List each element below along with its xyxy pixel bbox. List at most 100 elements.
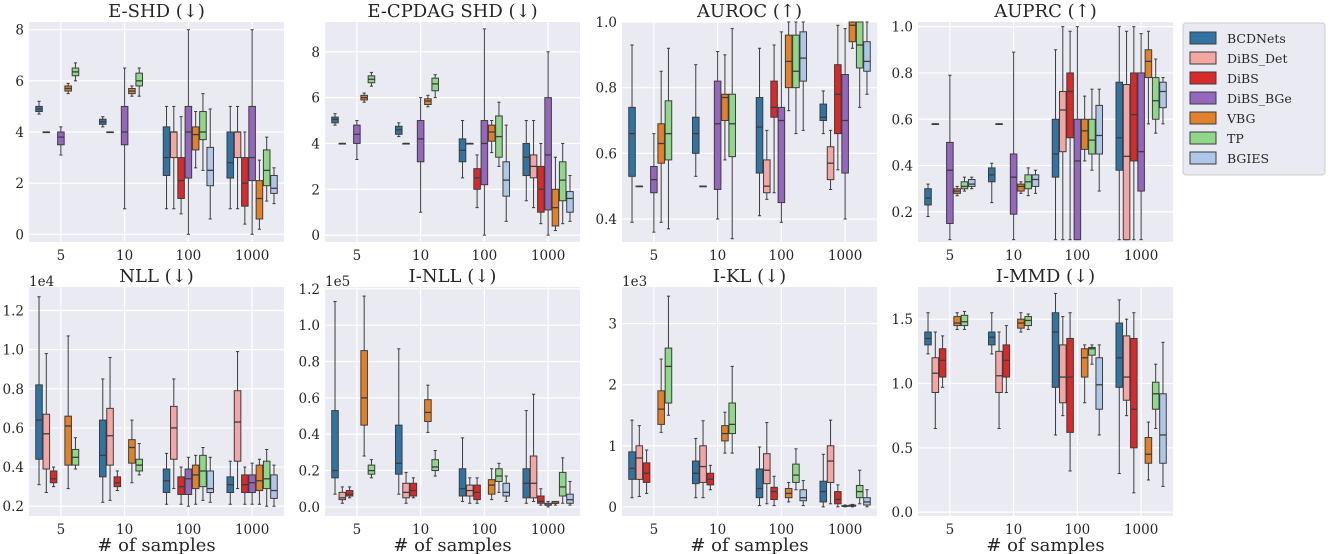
box-body [1130,72,1138,162]
box-body [1151,77,1160,120]
box-BGIES [502,475,511,502]
box-body [331,410,339,479]
x-tick-label: 5 [946,248,955,264]
legend-swatch [1189,31,1217,45]
box-VBG [424,384,432,433]
box-body [848,21,857,43]
box-BCDNets [755,47,764,217]
box-VBG [657,358,665,433]
box-body [262,460,271,490]
box-body [345,490,354,497]
box-DiBS [834,484,842,508]
box-body [1137,72,1145,192]
box-body [664,100,673,161]
box-body [184,468,193,495]
box-BCDNets [522,120,531,202]
x-tick-label: 10 [412,248,429,264]
box-BCDNets [1115,26,1124,241]
box-body [487,479,496,495]
y-tick-label: 0 [311,228,320,244]
box-body [255,180,264,220]
box-TP [960,310,969,330]
y-tick-label: 0.0 [892,505,913,521]
box-body [106,407,114,466]
box-body [953,316,961,327]
box-TP [664,47,673,230]
box-DiBS [409,477,418,499]
box-BCDNets [691,64,700,177]
panel-title: E-CPDAG SHD (↓) [367,1,537,22]
y-tick-label: 1.2 [3,303,24,319]
box-BGIES [1031,169,1040,194]
box-BCDNets [819,90,828,135]
legend-entry: BCDNets [1227,31,1286,46]
y-tick-label: 0.6 [596,146,617,162]
y-tick-label: 8 [311,45,320,61]
box-BCDNets [987,162,996,204]
box-DiBS [938,335,947,388]
box-BCDNets [987,312,996,355]
y-tick-label: 1.5 [892,312,913,328]
box-DiBS_Det [995,123,1003,125]
box-body [657,390,665,425]
panel-title: I-NLL (↓) [409,266,497,287]
box-DiBS [177,466,185,505]
box-body [792,34,800,89]
legend-swatch [1189,91,1217,105]
box-BGIES [967,176,976,190]
box-body [255,464,264,492]
box-BGIES [270,464,278,507]
x-tick-label: 5 [946,522,955,538]
x-tick-label: 1000 [235,522,269,538]
y-tick-label: 0.2 [299,464,320,480]
box-DiBS [113,470,122,492]
box-TP [558,142,567,225]
box-VBG [1144,30,1153,125]
box-body [1009,153,1018,215]
box-body [529,455,538,499]
legend-entry: DiBS [1227,71,1259,86]
box-body [402,482,410,499]
y-tick-label: 0 [15,227,24,243]
box-TP [664,295,673,416]
box-DiBS_Det [1122,30,1131,241]
box-body [1066,72,1074,139]
panel-6: 0 1 2 3 5 10 100 1000 I-KL (↓) 1e3 # of samples [608,266,877,554]
box-BGIES [206,456,215,503]
panel-5: 0.0 0.2 0.4 0.6 0.8 1.0 1.2 5 10 100 1000 I-NLL (↓)… [299,266,580,554]
box-DiBS_BGe [1137,33,1145,241]
legend-entry: DiBS_BGe [1227,91,1292,106]
box-body [924,188,932,206]
axis-multiplier: 1e4 [29,274,54,290]
box-body [635,445,644,480]
y-tick-label: 8 [15,23,24,39]
box-body [502,161,511,197]
box-body [1051,312,1060,388]
box-body [522,142,531,177]
box-DiBS_Det [1122,318,1131,417]
panel-0: 0 2 4 6 8 5 10 100 1000 E-SHD (↓) [15,1,284,264]
box-body [495,468,503,482]
box-body [799,31,808,82]
box-VBG [953,185,961,197]
axis-multiplier: 1e3 [622,274,647,290]
box-body [792,463,800,483]
box-DiBS_Det [995,331,1003,430]
box-body [262,149,271,187]
box-body [35,384,43,460]
box-body [544,97,552,211]
box-body [1059,90,1067,153]
box-BCDNets [924,183,932,218]
box-TP [262,448,271,507]
box-body [135,72,143,87]
box-body [177,476,185,495]
box-BCDNets [628,419,636,499]
box-body [409,482,418,497]
box-body [206,146,215,187]
box-BCDNets [458,120,467,179]
x-tick-label: 10 [1005,522,1022,538]
legend-swatch [1189,131,1217,145]
box-DiBS [1066,312,1074,472]
box-body [424,399,432,422]
box-DiBS_BGe [841,28,849,220]
